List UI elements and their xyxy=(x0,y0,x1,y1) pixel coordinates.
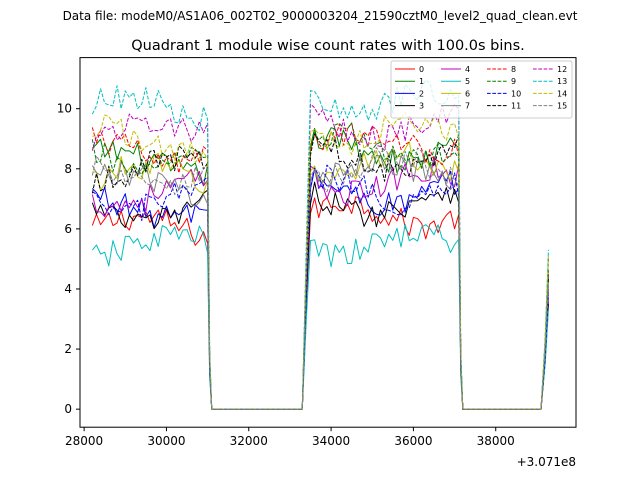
x-tick-label: 38000 xyxy=(477,434,515,448)
y-axis: 0 2 4 6 8 10 xyxy=(57,102,80,416)
legend-label-15: 15 xyxy=(557,102,567,111)
x-offset-label: +3.071e8 xyxy=(517,455,576,469)
x-tick-label: 34000 xyxy=(312,434,350,448)
x-tick-label: 36000 xyxy=(394,434,432,448)
legend-label-11: 11 xyxy=(511,102,521,111)
series-line-15 xyxy=(91,146,549,410)
x-axis: 28000 30000 32000 34000 36000 38000 xyxy=(65,427,515,448)
legend-label-8: 8 xyxy=(511,65,516,74)
legend-label-7: 7 xyxy=(465,102,470,111)
y-tick-label: 8 xyxy=(64,162,72,176)
chart-suptitle: Data file: modeM0/AS1A06_002T02_90000032… xyxy=(63,9,578,23)
y-tick-label: 10 xyxy=(57,102,72,116)
x-tick-label: 32000 xyxy=(230,434,268,448)
legend-label-14: 14 xyxy=(557,89,567,98)
x-tick-label: 28000 xyxy=(65,434,103,448)
chart-title: Quadrant 1 module wise count rates with … xyxy=(131,38,525,54)
y-tick-label: 0 xyxy=(64,402,72,416)
legend-box xyxy=(390,60,573,119)
legend-label-5: 5 xyxy=(465,77,470,86)
legend-label-12: 12 xyxy=(557,65,567,74)
x-tick-label: 30000 xyxy=(147,434,185,448)
legend-label-4: 4 xyxy=(465,65,470,74)
series-line-11 xyxy=(91,133,549,410)
y-tick-label: 6 xyxy=(64,222,72,236)
legend-label-2: 2 xyxy=(419,89,424,98)
legend-label-1: 1 xyxy=(419,77,424,86)
series-line-14 xyxy=(92,111,549,410)
legend-label-0: 0 xyxy=(419,65,424,74)
legend-label-3: 3 xyxy=(419,102,424,111)
legend-label-13: 13 xyxy=(557,77,567,86)
legend-label-9: 9 xyxy=(511,77,516,86)
legend-label-6: 6 xyxy=(465,89,470,98)
y-tick-label: 2 xyxy=(64,342,72,356)
series-layer xyxy=(91,79,549,410)
plot-frame xyxy=(79,57,577,428)
y-tick-label: 4 xyxy=(64,282,72,296)
legend-label-10: 10 xyxy=(511,89,521,98)
